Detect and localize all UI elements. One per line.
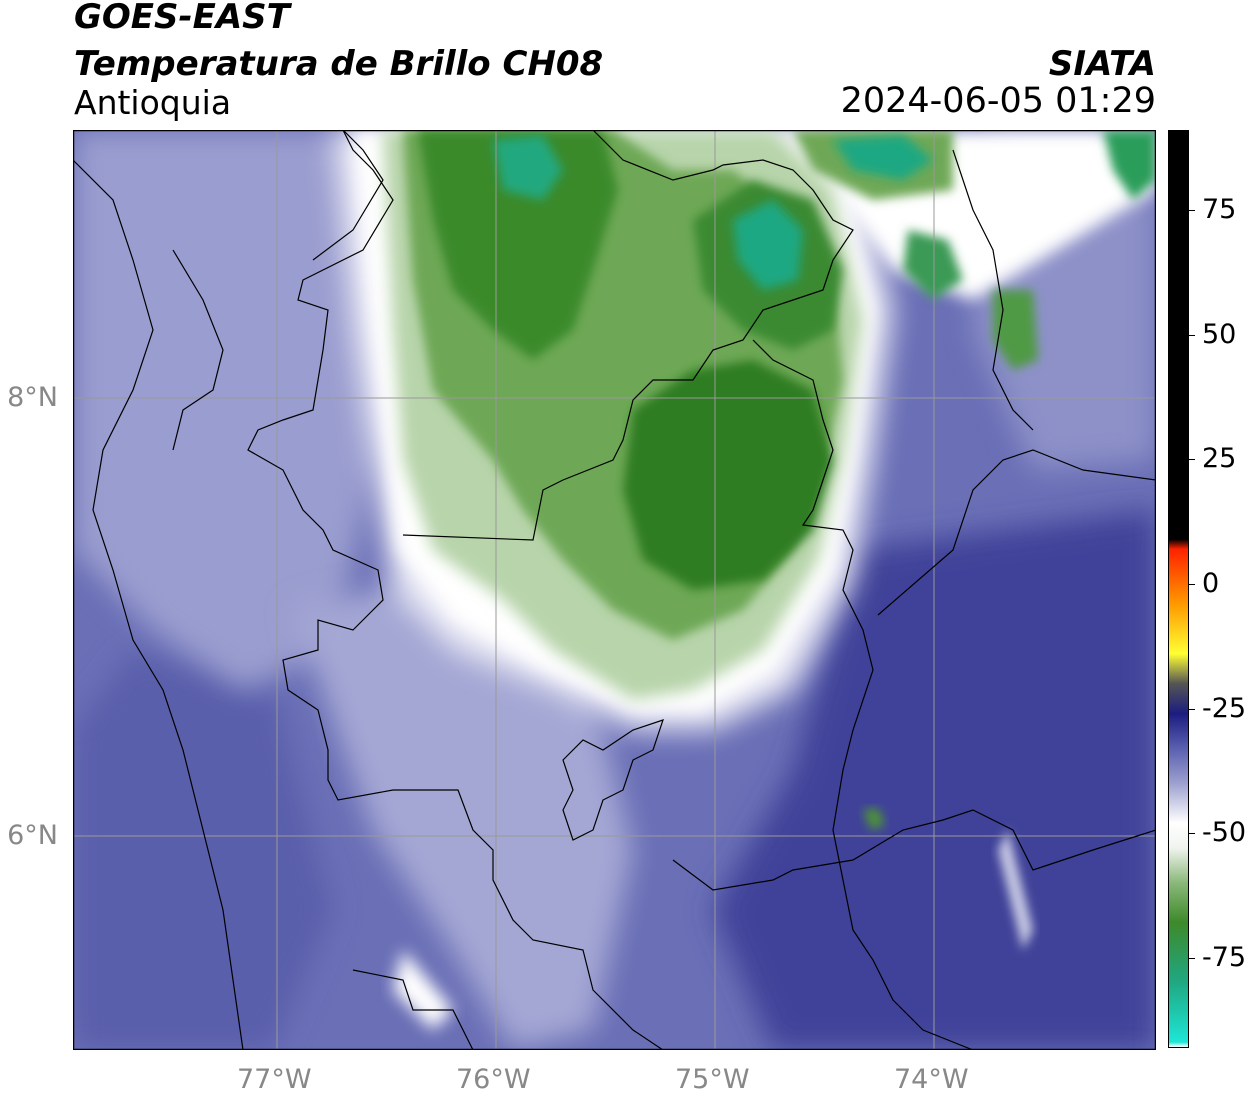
cloud-cell-tiny	[863, 808, 885, 830]
cold-top-northeast	[833, 135, 933, 180]
colorbar-tick-label: 50	[1202, 318, 1237, 350]
lon-label-77w: 77°W	[237, 1064, 312, 1095]
colorbar-tick-mark	[1189, 459, 1195, 461]
lon-label-76w: 76°W	[456, 1064, 531, 1095]
organization-label: SIATA	[1048, 44, 1156, 84]
colorbar-tick-label: 25	[1202, 443, 1237, 475]
western-border	[247, 130, 664, 1050]
cold-top-east	[733, 200, 803, 290]
colorbar-tick-mark	[1189, 708, 1195, 710]
antioquia-eastern-border	[752, 339, 974, 1050]
cold-top-north	[493, 135, 563, 200]
haze-northwest	[73, 130, 403, 690]
cloud-cell-small2	[993, 290, 1038, 370]
colorbar-tick-mark	[1189, 958, 1195, 960]
timestamp-label: 2024-06-05 01:29	[840, 81, 1156, 121]
antioquia-northern-border	[402, 130, 854, 541]
colorbar-tick-mark	[1189, 209, 1195, 211]
caribbean-coast-border	[312, 130, 384, 261]
cloud-cell-small1	[903, 230, 963, 300]
pacific-coast-border	[73, 159, 244, 1050]
satellite-title: GOES-EAST	[74, 0, 290, 37]
lon-label-75w: 75°W	[675, 1064, 750, 1095]
southern-border-east	[672, 809, 1156, 891]
lat-label-6n: 6°N	[7, 820, 58, 851]
northeastern-border	[952, 149, 1034, 431]
region-title: Antioquia	[74, 83, 232, 122]
south-west-border	[352, 969, 474, 1050]
colorbar-tick-mark	[1189, 334, 1195, 336]
borders	[73, 130, 1156, 1050]
eastern-department-border	[877, 449, 1156, 616]
cold-top-corner	[1103, 130, 1156, 200]
cloud-streak-east	[998, 830, 1033, 950]
cloud-cell-south	[623, 360, 833, 590]
gulf-coast-border	[172, 249, 224, 451]
clear-sky-west	[73, 650, 333, 1050]
enclave-outline	[562, 719, 664, 841]
cloud-cell-north	[418, 130, 618, 360]
lon-label-74w: 74°W	[894, 1064, 969, 1095]
map-canvas	[73, 130, 1156, 1050]
brightness-temperature-map	[73, 130, 1156, 1050]
colorbar-tick-mark	[1189, 833, 1195, 835]
colorbar-tick-mark	[1189, 584, 1195, 585]
colorbar-tick-label: -75	[1202, 942, 1247, 974]
temperature-colorbar	[1168, 130, 1189, 1048]
colorbar-tick-label: -25	[1202, 692, 1247, 724]
product-title: Temperatura de Brillo CH08	[74, 44, 604, 84]
colorbar-tick-label: -50	[1202, 817, 1247, 849]
colorbar-tick-label: 0	[1202, 568, 1220, 599]
colorbar-tick-label: 75	[1202, 193, 1237, 225]
lat-label-8n: 8°N	[7, 382, 58, 413]
gridlines	[73, 130, 1156, 1050]
map-frame	[73, 130, 1156, 1050]
